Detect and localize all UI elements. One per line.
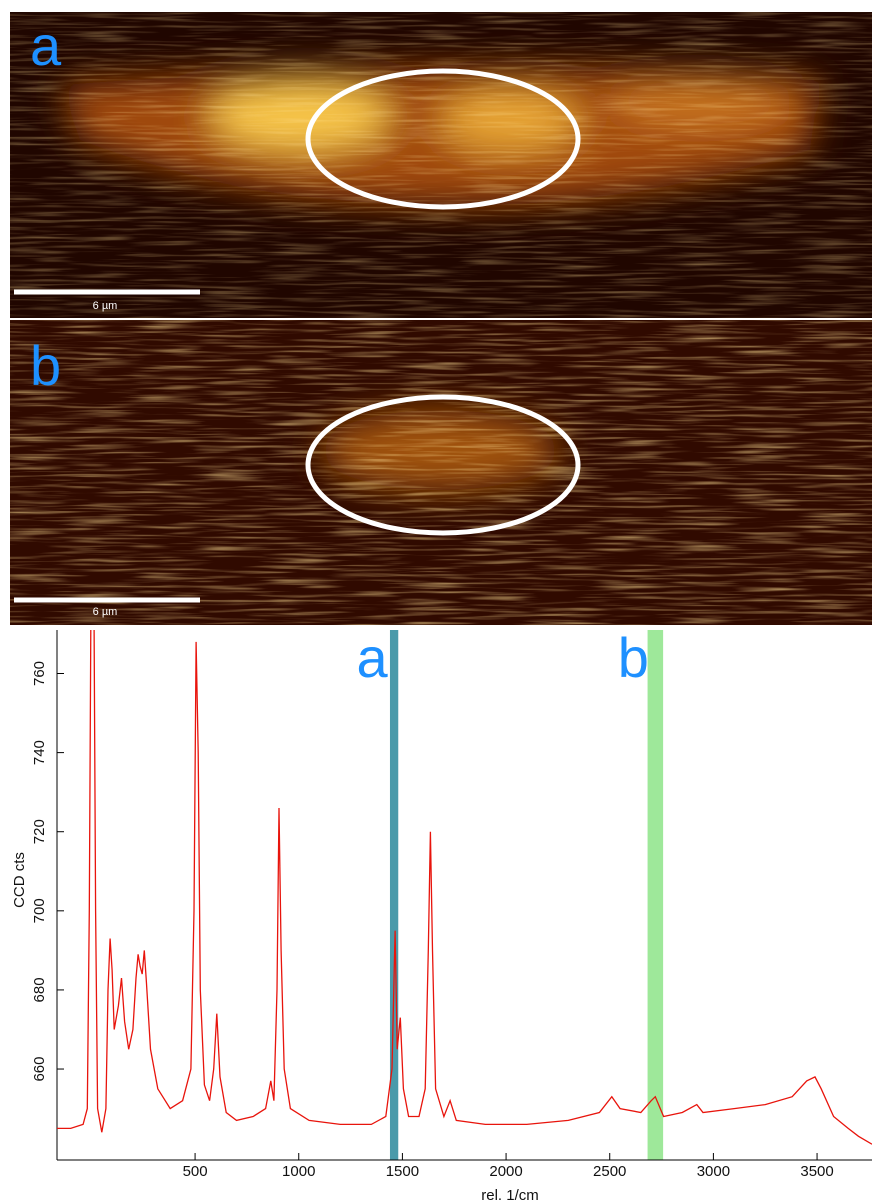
image-b [10, 320, 872, 625]
x-tick-label: 3500 [800, 1163, 833, 1180]
y-tick-label: 660 [31, 1057, 48, 1082]
y-tick-label: 760 [31, 661, 48, 686]
highlight-band [647, 630, 664, 1160]
highlight-band [389, 630, 399, 1160]
x-tick-label: 2500 [593, 1163, 626, 1180]
y-tick-label: 720 [31, 819, 48, 844]
y-tick-label: 740 [31, 740, 48, 765]
y-axis-title: CCD cts [11, 852, 28, 908]
x-axis-title: rel. 1/cm [481, 1187, 539, 1204]
panel-label: b [30, 334, 61, 397]
scale-bar-label: 6 µm [93, 606, 118, 618]
band-label: a [357, 626, 389, 689]
scale-bar-label: 6 µm [93, 300, 118, 312]
y-tick-label: 700 [31, 898, 48, 923]
x-tick-label: 2000 [489, 1163, 522, 1180]
image-a [10, 12, 872, 318]
panel-label: a [30, 14, 62, 77]
x-tick-label: 3000 [697, 1163, 730, 1180]
x-tick-label: 1500 [386, 1163, 419, 1180]
x-tick-label: 500 [183, 1163, 208, 1180]
x-tick-label: 1000 [282, 1163, 315, 1180]
plot-area [57, 630, 872, 1145]
y-tick-label: 680 [31, 977, 48, 1002]
spectrum-line [57, 630, 872, 1145]
band-label: b [618, 626, 649, 689]
chart: a b 660 680 700 720 740 760 500 1000 1500 2000 2500 3… [31, 626, 872, 1180]
